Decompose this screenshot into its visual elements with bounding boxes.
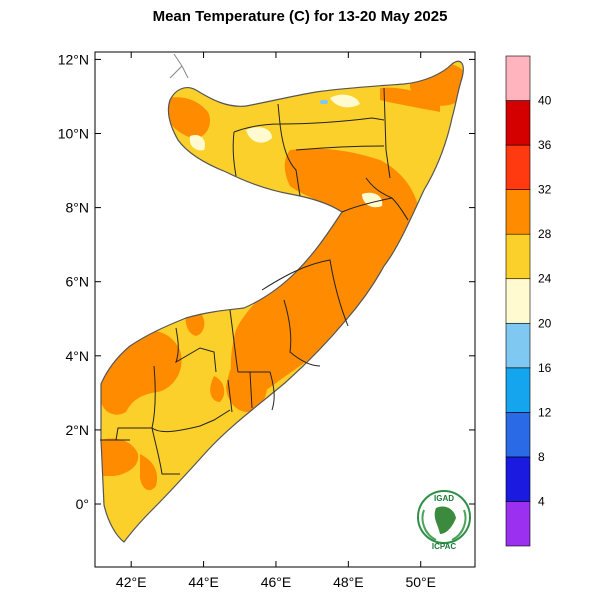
- colorbar-segment: [505, 367, 531, 413]
- colorbar-label: 36: [538, 138, 552, 152]
- colorbar-segment: [505, 233, 531, 280]
- longitude-axis: 42°E 44°E 46°E 48°E 50°E: [116, 52, 436, 590]
- colorbar-segment: [505, 456, 531, 502]
- logo-bottom-text: ICPAC: [432, 542, 457, 551]
- africa-icon: [434, 506, 456, 534]
- colorbar-segment: [505, 501, 531, 547]
- colorbar-segment: [505, 412, 531, 458]
- neighbour-border: [169, 53, 189, 79]
- logo-top-text: IGAD: [434, 494, 454, 503]
- lat-tick-label: 8°N: [66, 200, 90, 216]
- colorbar-segment: [505, 322, 531, 369]
- colorbar-label: 8: [538, 450, 545, 464]
- lon-tick-label: 42°E: [116, 574, 147, 590]
- colorbar-segment: [505, 100, 531, 146]
- country-outline: [100, 60, 464, 543]
- lat-tick-label: 0°: [76, 496, 89, 512]
- colorbar-label: 12: [538, 405, 552, 419]
- lon-tick-label: 44°E: [188, 574, 219, 590]
- colorbar-segment: [505, 278, 531, 324]
- lat-tick-label: 10°N: [58, 126, 89, 142]
- colorbar-label: 4: [538, 494, 545, 508]
- colorbar-label: 32: [538, 183, 552, 197]
- lon-tick-label: 46°E: [261, 574, 292, 590]
- colorbar-label: 28: [538, 227, 552, 241]
- igad-icpac-logo: IGAD ICPAC: [417, 490, 471, 551]
- colorbar-segment: [505, 55, 531, 101]
- lon-tick-label: 48°E: [333, 574, 364, 590]
- lat-tick-label: 12°N: [58, 51, 89, 67]
- colorbar-label: 24: [538, 272, 552, 286]
- regional-borders: [100, 87, 409, 475]
- lat-tick-label: 4°N: [66, 348, 90, 364]
- lat-tick-label: 2°N: [66, 422, 90, 438]
- colorbar-label: 20: [538, 316, 552, 330]
- colorbar-label: 16: [538, 361, 552, 375]
- colorbar-segment: [505, 189, 531, 235]
- colorbar-label: 40: [538, 94, 552, 108]
- lat-tick-label: 6°N: [66, 274, 90, 290]
- colorbar: 4 8 12 16 20 24 28 32 36 40: [505, 55, 552, 547]
- latitude-axis: 12°N 10°N 8°N 6°N 4°N 2°N 0°: [58, 51, 475, 512]
- map-title: Mean Temperature (C) for 13-20 May 2025: [152, 8, 448, 25]
- lon-tick-label: 50°E: [405, 574, 436, 590]
- colorbar-segment: [505, 144, 531, 190]
